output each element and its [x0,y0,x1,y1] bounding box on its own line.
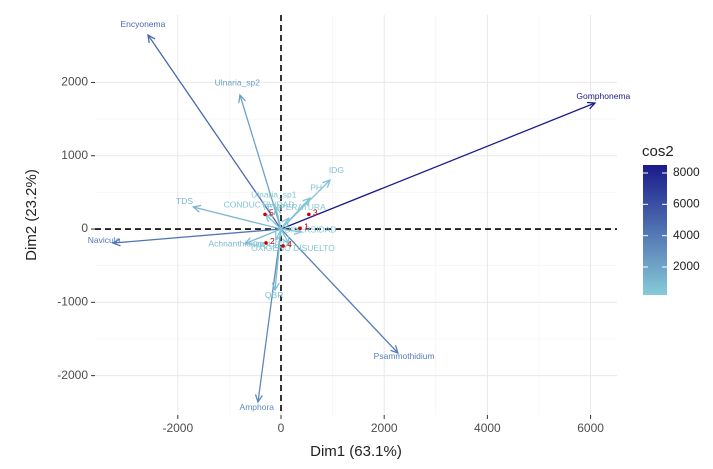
arrow [280,217,290,230]
arrow-label: TDS [176,196,193,206]
arrow-label: Amphora [240,402,275,412]
arrow-head [273,205,282,215]
point-label: 1 [304,222,309,232]
arrow [275,228,282,241]
arrow-head [281,216,290,227]
point [298,226,302,231]
point [281,244,285,248]
arrow-label: TEMPERATURA [262,202,326,212]
arrow [265,213,282,230]
arrow-head [293,226,304,236]
x-tick-label: 6000 [577,421,604,435]
arrow [147,34,282,230]
arrow-label: CONDUCTIVIDAD [224,199,295,209]
colorbar-label: 4000 [673,228,700,242]
y-tick-label: -2000 [57,368,88,382]
arrow-head [302,196,312,206]
colorbar [643,165,667,295]
arrow-label: Psammothidium [374,351,435,361]
arrow [280,197,311,230]
arrow-label: IDG [329,165,344,175]
arrow [112,228,282,244]
point [263,212,267,217]
arrow-head [281,235,290,246]
arrow-label: RIQUEZA [253,239,291,249]
arrow-head [238,93,246,104]
x-tick-label: 4000 [474,421,501,435]
arrow [257,228,282,403]
arrow [244,228,282,245]
arrow-label: DIVERSIDAD [285,224,337,234]
point-label: 2 [270,236,275,246]
arrow-head [322,179,332,188]
arrow-head [586,101,597,110]
arrow-label: Encyonema [120,19,165,29]
arrow [280,228,399,354]
colorbar-label: 2000 [673,259,700,273]
arrow [280,228,302,233]
arrow [193,206,282,230]
colorbar-label: 6000 [673,196,700,210]
arrow [280,228,290,245]
arrow-label: QBR [265,290,283,300]
arrow [275,206,282,230]
x-tick-label: 0 [278,421,285,435]
arrow-label: Ulnaria_sp1 [251,190,297,200]
arrow-head [254,394,263,404]
point-label: 5 [269,208,274,218]
arrow-label: Gomphonema [576,91,630,101]
point-label: 3 [313,208,318,218]
arrow-label: Navicula [88,235,121,245]
legend-title: cos2 [642,143,674,160]
x-tick-label: -2000 [162,421,193,435]
arrow-head [147,33,156,44]
point [307,212,311,217]
y-tick-label: 0 [81,221,88,235]
arrow-head [390,345,399,355]
y-axis-title: Dim2 (23.2%) [23,169,40,261]
arrow-label: Achnanthidium [208,238,264,248]
arrow [274,228,282,291]
point [264,241,268,245]
arrow-label: Ulnaria_sp2 [215,78,261,88]
arrow-label: PH [310,183,322,193]
y-tick-label: 2000 [61,75,88,89]
arrow-head [111,238,121,247]
y-tick-label: -1000 [57,295,88,309]
colorbar-label: 8000 [673,165,700,179]
arrow [239,94,282,230]
arrow-head [271,282,280,292]
arrow [280,102,596,230]
x-axis-title: Dim1 (63.1%) [310,443,402,460]
arrow-head [191,204,202,213]
arrow-head [243,237,253,245]
point-label: 4 [287,239,292,249]
arrow-head [275,232,283,242]
y-tick-label: 1000 [61,148,88,162]
x-tick-label: 2000 [371,421,398,435]
arrow-label: OXIGENO DISUELTO [251,243,335,253]
